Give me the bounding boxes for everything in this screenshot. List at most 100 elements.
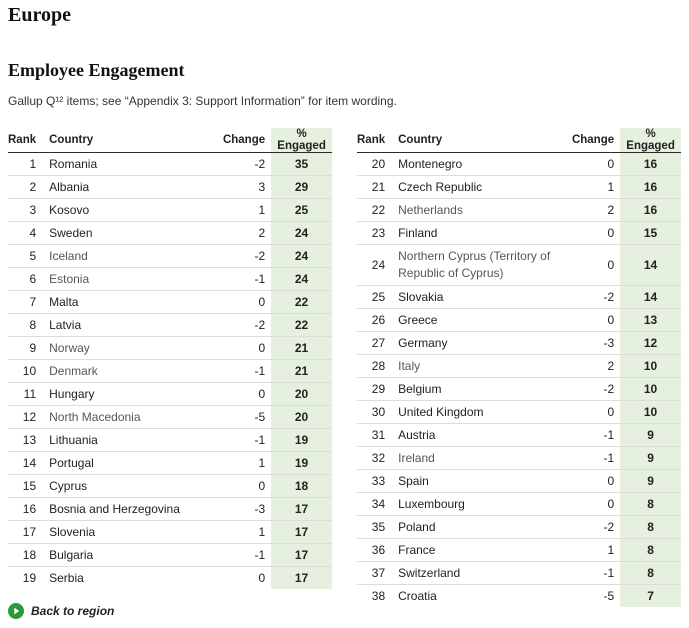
engaged-cell: 17 (294, 502, 309, 516)
country-link[interactable]: Estonia (49, 271, 90, 286)
rank-cell: 16 (22, 502, 37, 516)
rank-cell-container: 13 (8, 428, 47, 452)
table-row: 32 Ireland -1 9 (357, 446, 681, 470)
change-cell-container: -2 (568, 285, 621, 309)
rank-cell: 19 (22, 571, 37, 585)
rank-cell: 9 (29, 341, 37, 355)
table-row: 24 Northern Cyprus (Territory of Republic… (357, 244, 681, 286)
engaged-cell: 20 (294, 387, 309, 401)
country-link[interactable]: Denmark (49, 363, 98, 378)
rank-cell-container: 2 (8, 175, 47, 199)
change-cell-container: -5 (219, 405, 272, 429)
back-to-region-link[interactable]: Back to region (8, 603, 114, 619)
change-cell-container: 2 (568, 354, 621, 378)
country-cell: United Kingdom (398, 404, 484, 419)
rank-cell: 3 (29, 203, 37, 217)
change-cell: 1 (258, 525, 266, 539)
country-link[interactable]: Northern Cyprus (Territory of Republic o… (398, 249, 551, 280)
country-container: Norway (46, 336, 220, 360)
change-cell: -1 (254, 364, 266, 378)
rank-cell: 21 (371, 180, 386, 194)
change-cell-container: -1 (219, 267, 272, 291)
region-title: Europe (8, 4, 71, 26)
engaged-cell-container: 24 (271, 221, 332, 245)
rank-cell-container: 25 (357, 285, 396, 309)
rank-cell-container: 26 (357, 308, 396, 332)
country-cell-container: Belgium (395, 377, 569, 401)
engaged-cell-container: 16 (620, 175, 681, 199)
rank-cell: 37 (371, 566, 386, 580)
change-column-header: Change (219, 128, 272, 153)
change-cell: -5 (603, 589, 615, 603)
rank-cell: 8 (29, 318, 37, 332)
country-cell: Poland (398, 519, 436, 534)
rank-cell-container: 33 (357, 469, 396, 493)
change-cell-container: -1 (568, 423, 621, 447)
rank-cell-container: 6 (8, 267, 47, 291)
country-link[interactable]: North Macedonia (49, 409, 141, 424)
table-row: 18 Bulgaria -1 17 (8, 543, 332, 567)
rank-cell: 34 (371, 497, 386, 511)
table-row: 33 Spain 0 9 (357, 469, 681, 493)
country-container: Northern Cyprus (Territory of Republic o… (395, 244, 569, 286)
engaged-cell-container: 24 (271, 244, 332, 268)
rank-cell-container: 36 (357, 538, 396, 562)
change-cell-container: -1 (219, 543, 272, 567)
engaged-cell-container: 10 (620, 354, 681, 378)
change-cell: -5 (254, 410, 266, 424)
change-cell-container: -5 (568, 585, 620, 608)
engaged-cell: 21 (294, 341, 309, 355)
table-row: 17 Slovenia 1 17 (8, 520, 332, 544)
ranking-table-left: Rank Country Change % Engaged 1 Romania -2… (8, 128, 332, 589)
change-cell: 0 (607, 258, 615, 272)
rank-cell-container: 34 (357, 492, 396, 516)
country-cell: Romania (49, 156, 98, 171)
engaged-cell: 8 (647, 520, 654, 534)
country-container: Denmark (46, 359, 220, 383)
engaged-cell-container: 7 (620, 584, 681, 607)
rank-cell: 27 (371, 336, 386, 350)
engaged-cell-container: 10 (620, 400, 681, 424)
rank-cell: 7 (29, 295, 37, 309)
change-cell: 1 (258, 456, 266, 470)
rank-cell-container: 29 (357, 377, 396, 401)
engaged-cell-container: 8 (620, 561, 681, 585)
change-cell: 1 (607, 543, 615, 557)
rank-cell-container: 18 (8, 543, 47, 567)
country-cell-container: Serbia (46, 567, 219, 590)
change-cell: -1 (603, 451, 615, 465)
country-cell-container: Czech Republic (395, 175, 569, 199)
rank-cell: 31 (371, 428, 386, 442)
change-cell-container: 1 (219, 520, 272, 544)
change-cell: -1 (603, 566, 615, 580)
country-cell: Slovakia (398, 289, 444, 304)
engaged-cell: 8 (647, 543, 654, 557)
country-link[interactable]: Netherlands (398, 202, 463, 217)
change-cell: -2 (603, 520, 615, 534)
country-link[interactable]: Norway (49, 340, 90, 355)
table-row: 37 Switzerland -1 8 (357, 561, 681, 585)
change-cell-container: -3 (219, 497, 272, 521)
engaged-cell: 20 (294, 410, 309, 424)
rank-cell-container: 38 (357, 585, 395, 608)
table-row: 15 Cyprus 0 18 (8, 474, 332, 498)
engaged-cell-container: 24 (271, 267, 332, 291)
change-cell-container: 1 (568, 175, 621, 199)
engaged-cell: 29 (294, 180, 309, 194)
rank-cell: 35 (371, 520, 386, 534)
country-cell: Cyprus (49, 478, 88, 493)
rank-cell: 25 (371, 290, 386, 304)
country-link[interactable]: Ireland (398, 450, 435, 465)
rank-cell-container: 1 (8, 152, 47, 176)
country-cell: Finland (398, 225, 438, 240)
engaged-cell-container: 9 (620, 446, 681, 470)
country-container: Ireland (395, 446, 569, 470)
country-link[interactable]: Italy (398, 358, 421, 373)
rank-cell: 24 (371, 258, 386, 272)
country-cell-container: Cyprus (46, 474, 220, 498)
change-cell-container: 1 (219, 451, 272, 475)
engaged-cell-container: 29 (271, 175, 332, 199)
country-cell-container: Albania (46, 175, 220, 199)
country-link[interactable]: Iceland (49, 248, 88, 263)
country-cell-container: Poland (395, 515, 569, 539)
